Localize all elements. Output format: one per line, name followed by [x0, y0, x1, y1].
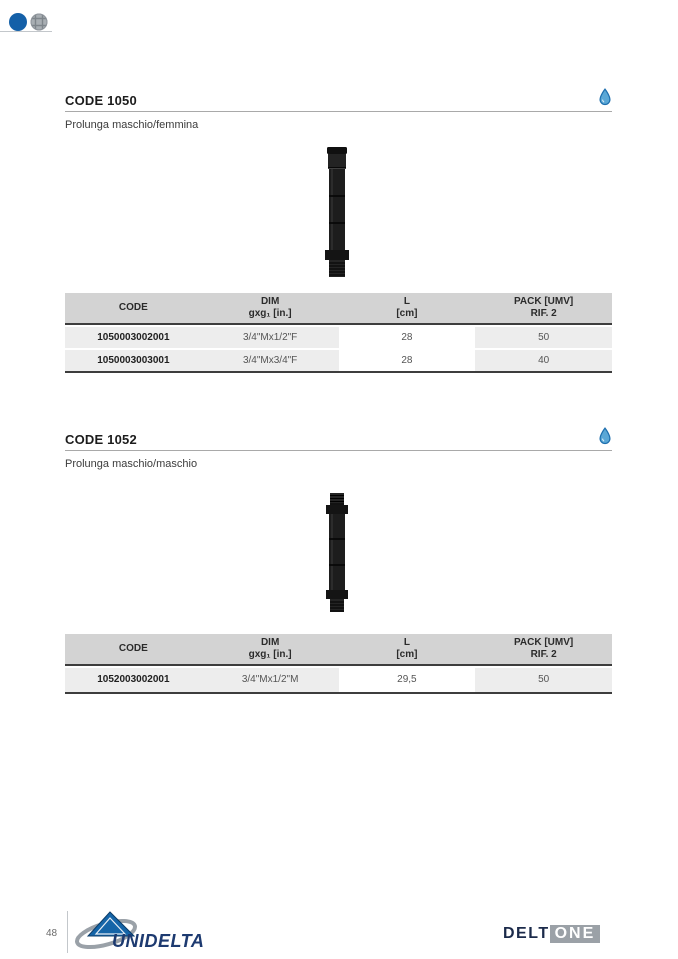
col-header-pack: PACK [UMV] RIF. 2	[513, 296, 574, 319]
section-code-title: CODE 1052	[65, 432, 137, 447]
blue-dot-icon	[9, 13, 27, 31]
product-photo-extension-male-male	[326, 493, 348, 612]
col-header-code: CODE	[118, 643, 148, 654]
page-number: 48	[46, 928, 58, 939]
cell-pack: 50	[538, 332, 550, 343]
cell-length: 29,5	[338, 668, 476, 692]
section-subtitle: Prolunga maschio/femmina	[65, 119, 199, 131]
section-1-header: CODE 1050	[65, 88, 612, 110]
table-row: 1050003003001 3/4"Mx3/4"F 28 40	[65, 348, 612, 371]
table-header-row: CODE DIM gxg₁ [in.] L [cm] PACK [UMV] RI…	[65, 293, 612, 325]
unidelta-wordmark: UNIDELTA	[112, 931, 204, 951]
table-row: 1052003002001 3/4"Mx1/2"M 29,5 50	[65, 666, 612, 692]
deltone-wordmark-light: ONE	[549, 925, 601, 943]
cell-dim: 3/4"Mx3/4"F	[242, 355, 298, 366]
table-row: 1050003002001 3/4"Mx1/2"F 28 50	[65, 325, 612, 348]
spec-table-1050: CODE DIM gxg₁ [in.] L [cm] PACK [UMV] RI…	[65, 293, 612, 373]
deltone-logo: DELT ONE	[503, 925, 601, 943]
cell-dim: 3/4"Mx1/2"F	[242, 332, 298, 343]
spec-table-1052: CODE DIM gxg₁ [in.] L [cm] PACK [UMV] RI…	[65, 634, 612, 694]
section-rule	[65, 111, 612, 112]
col-header-pack: PACK [UMV] RIF. 2	[513, 637, 574, 660]
cell-code: 1050003003001	[97, 355, 170, 366]
product-photo-extension-male-female	[325, 147, 349, 277]
section-rule	[65, 450, 612, 451]
cell-code: 1050003002001	[97, 332, 170, 343]
col-header-length: L [cm]	[396, 296, 418, 319]
col-header-dim: DIM gxg₁ [in.]	[248, 637, 292, 660]
col-header-code: CODE	[118, 302, 148, 313]
table-header-row: CODE DIM gxg₁ [in.] L [cm] PACK [UMV] RI…	[65, 634, 612, 666]
section-2-header: CODE 1052	[65, 427, 612, 449]
water-drop-icon	[599, 88, 611, 106]
footer-divider	[67, 911, 68, 953]
cell-pack: 40	[538, 355, 550, 366]
cell-pack: 50	[538, 674, 550, 685]
col-header-length: L [cm]	[396, 637, 418, 660]
cell-length: 28	[338, 327, 476, 348]
cell-code: 1052003002001	[97, 674, 170, 685]
cell-length: 28	[338, 350, 476, 371]
water-drop-icon	[599, 427, 611, 445]
section-code-title: CODE 1050	[65, 93, 137, 108]
section-subtitle: Prolunga maschio/maschio	[65, 458, 198, 470]
cell-dim: 3/4"Mx1/2"M	[241, 674, 299, 685]
top-left-rule	[0, 31, 52, 32]
col-header-dim: DIM gxg₁ [in.]	[248, 296, 292, 319]
deltone-wordmark-dark: DELT	[503, 925, 550, 942]
globe-grid-icon	[30, 13, 48, 31]
unidelta-logo: UNIDELTA	[75, 911, 204, 951]
